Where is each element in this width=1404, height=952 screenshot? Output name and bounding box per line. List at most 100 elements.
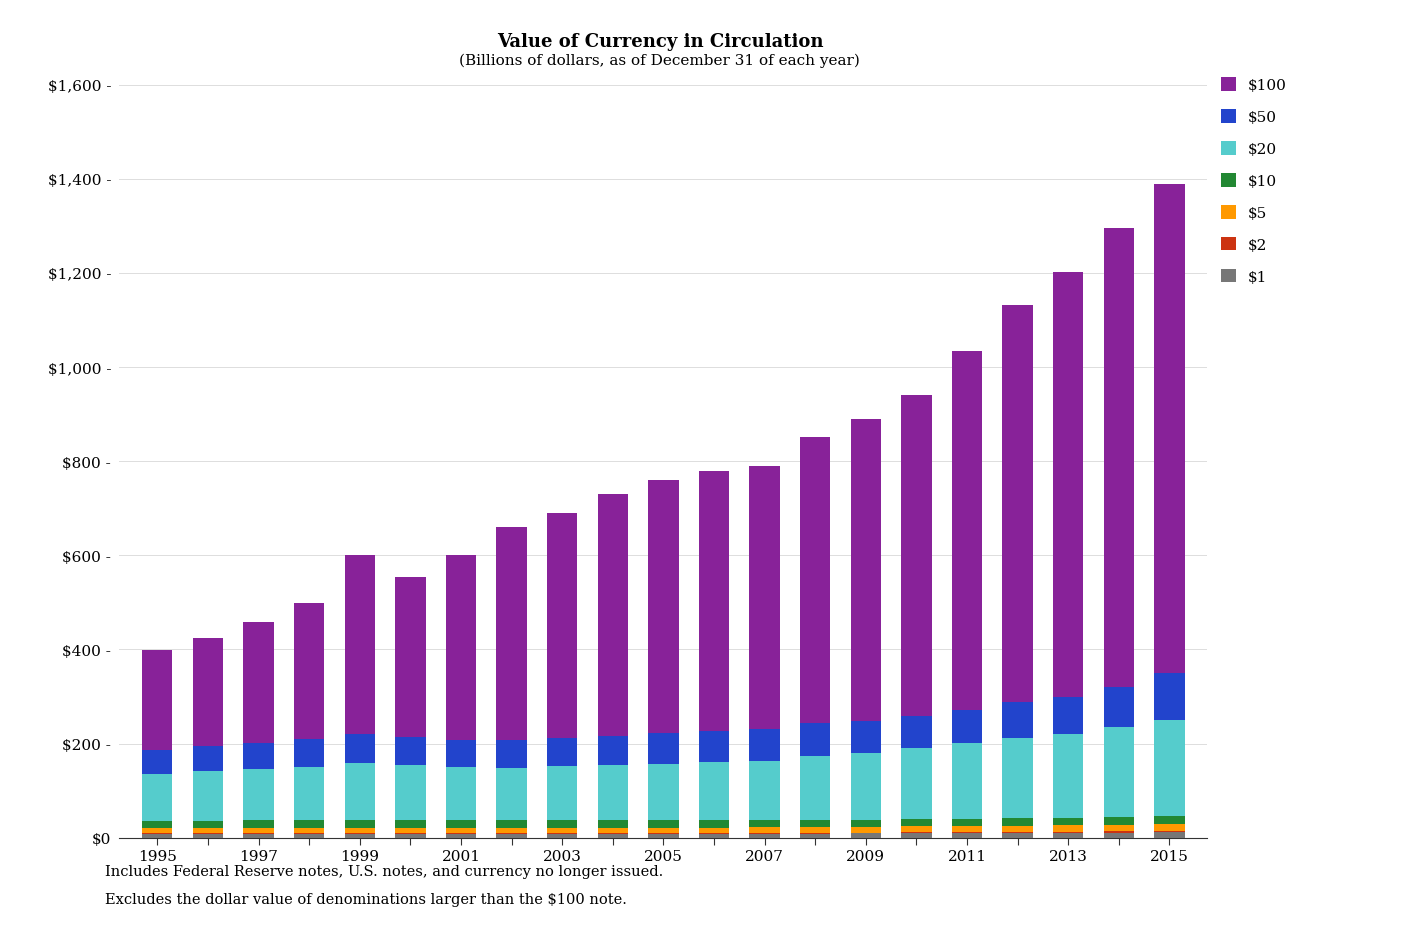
Bar [1002, 306, 1033, 703]
Bar [1104, 831, 1134, 833]
Bar [192, 821, 223, 828]
Bar [800, 438, 830, 724]
Bar [750, 821, 779, 827]
Bar [851, 753, 882, 820]
Bar [192, 638, 223, 746]
Bar [243, 828, 274, 833]
Bar [395, 834, 425, 838]
Bar [192, 746, 223, 771]
Bar [497, 768, 526, 821]
Bar [548, 738, 577, 766]
Bar [851, 834, 882, 838]
Bar [446, 828, 476, 833]
Bar [548, 821, 577, 828]
Bar [548, 834, 577, 838]
Bar [598, 737, 628, 765]
Bar [901, 832, 932, 834]
Bar [901, 395, 932, 716]
Bar [1104, 833, 1134, 838]
Bar [952, 710, 983, 744]
Bar [952, 832, 983, 833]
Bar [649, 764, 678, 821]
Bar [699, 731, 729, 763]
Bar [243, 834, 274, 838]
Bar [446, 556, 476, 741]
Bar [395, 828, 425, 833]
Bar [344, 834, 375, 838]
Bar [598, 828, 628, 833]
Bar [497, 828, 526, 833]
Bar [344, 820, 375, 828]
Bar [901, 748, 932, 820]
Bar [344, 734, 375, 764]
Bar [1104, 228, 1134, 687]
Bar [649, 734, 678, 764]
Bar [293, 603, 324, 740]
Bar [293, 740, 324, 767]
Bar [1154, 720, 1185, 817]
Legend: $100, $50, $20, $10, $5, $2, $1: $100, $50, $20, $10, $5, $2, $1 [1220, 78, 1287, 285]
Bar [1002, 833, 1033, 838]
Bar [1104, 818, 1134, 825]
Bar [293, 821, 324, 828]
Bar [446, 767, 476, 821]
Bar [497, 821, 526, 828]
Bar [649, 481, 678, 734]
Bar [649, 828, 678, 833]
Bar [192, 771, 223, 821]
Bar [142, 821, 173, 828]
Bar [649, 834, 678, 838]
Bar [699, 763, 729, 821]
Bar [699, 827, 729, 833]
Bar [952, 833, 983, 838]
Bar [1154, 674, 1185, 720]
Text: (Billions of dollars, as of December 31 of each year): (Billions of dollars, as of December 31 … [459, 53, 861, 68]
Bar [750, 466, 779, 729]
Bar [142, 828, 173, 833]
Bar [344, 556, 375, 734]
Bar [699, 471, 729, 731]
Bar [1053, 697, 1084, 734]
Bar [446, 741, 476, 767]
Bar [952, 744, 983, 819]
Bar [142, 834, 173, 838]
Bar [800, 820, 830, 827]
Bar [851, 419, 882, 722]
Text: Excludes the dollar value of denominations larger than the $100 note.: Excludes the dollar value of denominatio… [105, 892, 628, 906]
Bar [548, 513, 577, 738]
Bar [851, 722, 882, 753]
Bar [1053, 825, 1084, 832]
Bar [1104, 825, 1134, 831]
Bar [1154, 824, 1185, 831]
Bar [243, 744, 274, 769]
Bar [952, 826, 983, 832]
Bar [851, 820, 882, 827]
Bar [901, 826, 932, 832]
Bar [1154, 185, 1185, 674]
Bar [1002, 738, 1033, 819]
Bar [699, 834, 729, 838]
Bar [750, 729, 779, 762]
Bar [497, 741, 526, 768]
Bar [1053, 833, 1084, 838]
Bar [497, 527, 526, 741]
Bar [901, 820, 932, 826]
Bar [1154, 817, 1185, 824]
Bar [1053, 818, 1084, 825]
Bar [598, 821, 628, 828]
Bar [1053, 273, 1084, 697]
Bar [142, 650, 173, 750]
Bar [446, 834, 476, 838]
Bar [952, 819, 983, 826]
Bar [192, 834, 223, 838]
Bar [851, 827, 882, 833]
Bar [598, 494, 628, 737]
Bar [800, 724, 830, 756]
Bar [395, 765, 425, 820]
Bar [395, 820, 425, 828]
Bar [1053, 734, 1084, 818]
Bar [901, 834, 932, 838]
Bar [192, 828, 223, 833]
Bar [395, 737, 425, 765]
Bar [800, 756, 830, 820]
